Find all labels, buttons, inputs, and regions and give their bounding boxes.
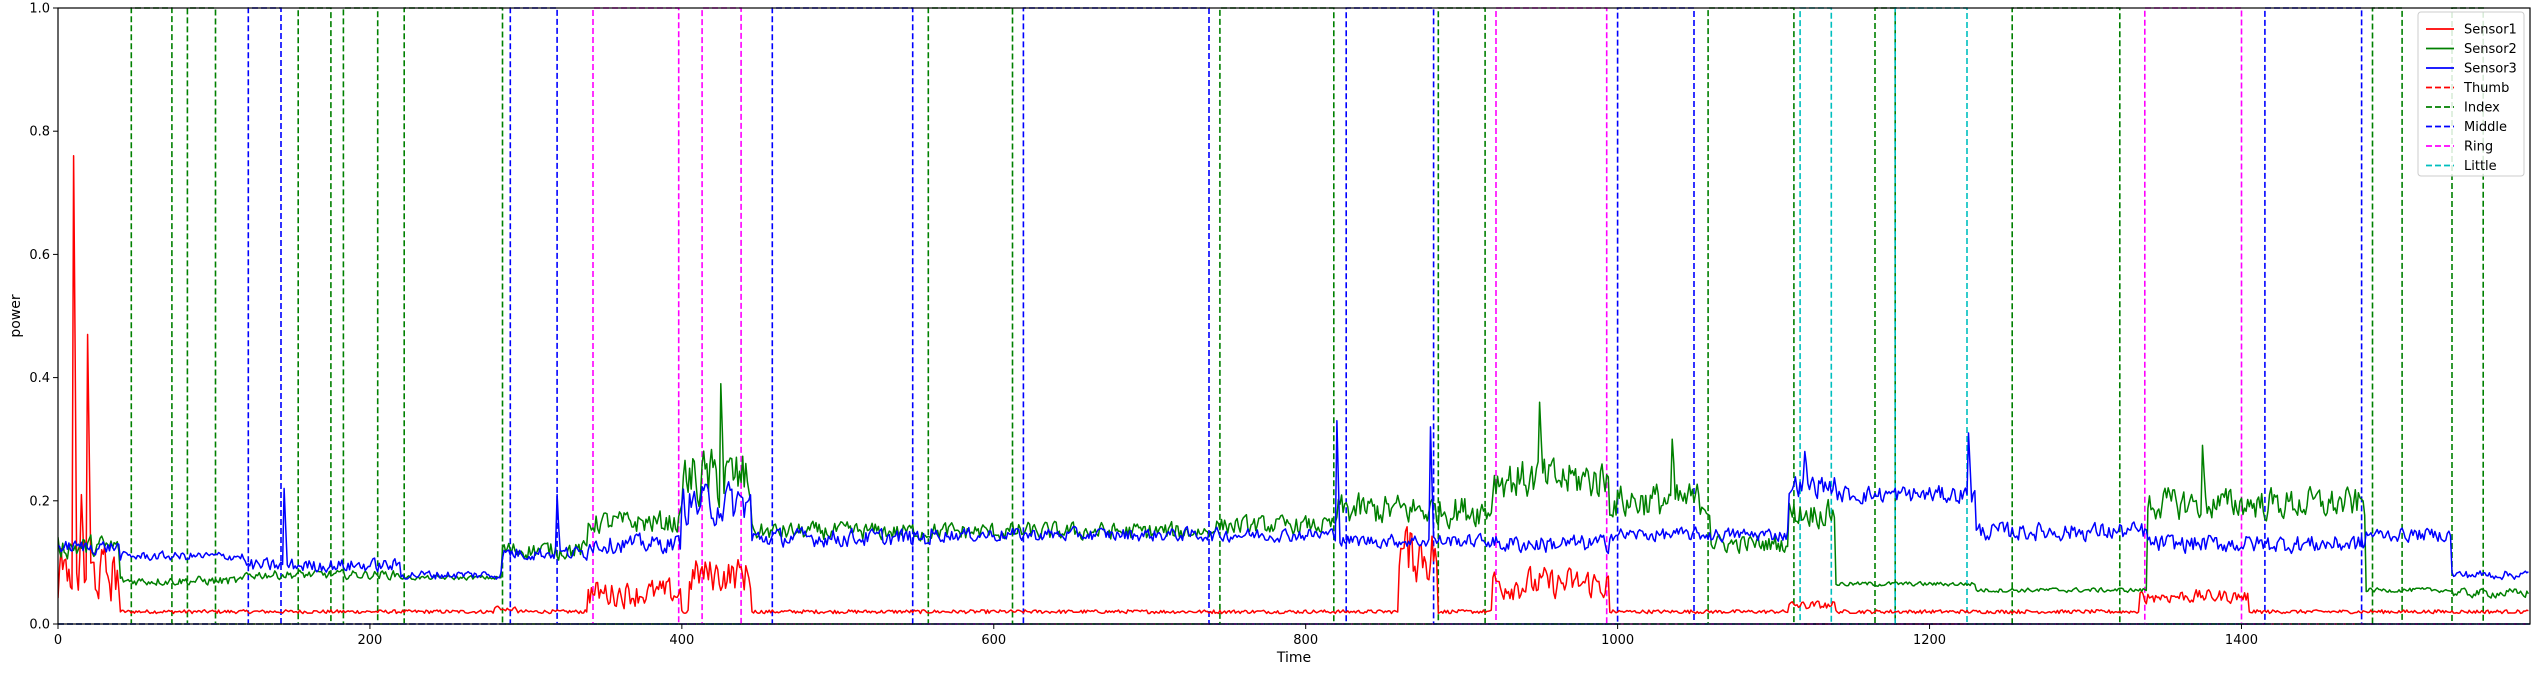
plot-frame	[57, 7, 2531, 625]
y-axis-label: power	[8, 294, 24, 338]
legend-label-thumb: Thumb	[2463, 81, 2509, 96]
y-tick-label: 0.8	[29, 125, 50, 140]
legend-label-middle: Middle	[2464, 120, 2507, 135]
x-tick-label: 1400	[2225, 633, 2258, 648]
legend-label-index: Index	[2464, 101, 2500, 116]
legend-label-sensor3: Sensor3	[2464, 62, 2517, 77]
x-tick-label: 1200	[1913, 633, 1946, 648]
legend-label-sensor2: Sensor2	[2464, 42, 2517, 57]
x-tick-label: 1000	[1601, 633, 1634, 648]
x-tick-label: 800	[1293, 633, 1318, 648]
legend-label-little: Little	[2464, 159, 2497, 174]
legend-box	[2417, 11, 2525, 177]
x-tick-label: 0	[54, 633, 62, 648]
x-tick-label: 600	[981, 633, 1006, 648]
x-axis-label: Time	[1276, 650, 1311, 666]
legend: Sensor1 Sensor2 Sensor3 Thumb Index Middle Rin…	[2417, 11, 2525, 177]
series-line-sensor1	[58, 155, 2529, 615]
y-axis: 0.0 0.2 0.4 0.6 0.8 1.0	[29, 2, 58, 633]
x-axis: 0 200 400 600 800 1000 1200 1400	[54, 624, 2258, 648]
x-tick-label: 400	[669, 633, 694, 648]
y-tick-label: 0.0	[29, 618, 50, 633]
plot-area	[57, 7, 2531, 625]
y-tick-label: 1.0	[29, 2, 50, 17]
y-tick-label: 0.4	[29, 371, 50, 386]
plot-background	[58, 8, 2530, 624]
series-line-sensor3	[58, 419, 2529, 581]
legend-label-sensor1: Sensor1	[2464, 23, 2517, 38]
legend-label-ring: Ring	[2464, 140, 2493, 155]
y-tick-label: 0.2	[29, 494, 50, 509]
x-tick-label: 200	[358, 633, 383, 648]
y-tick-label: 0.6	[29, 248, 50, 263]
